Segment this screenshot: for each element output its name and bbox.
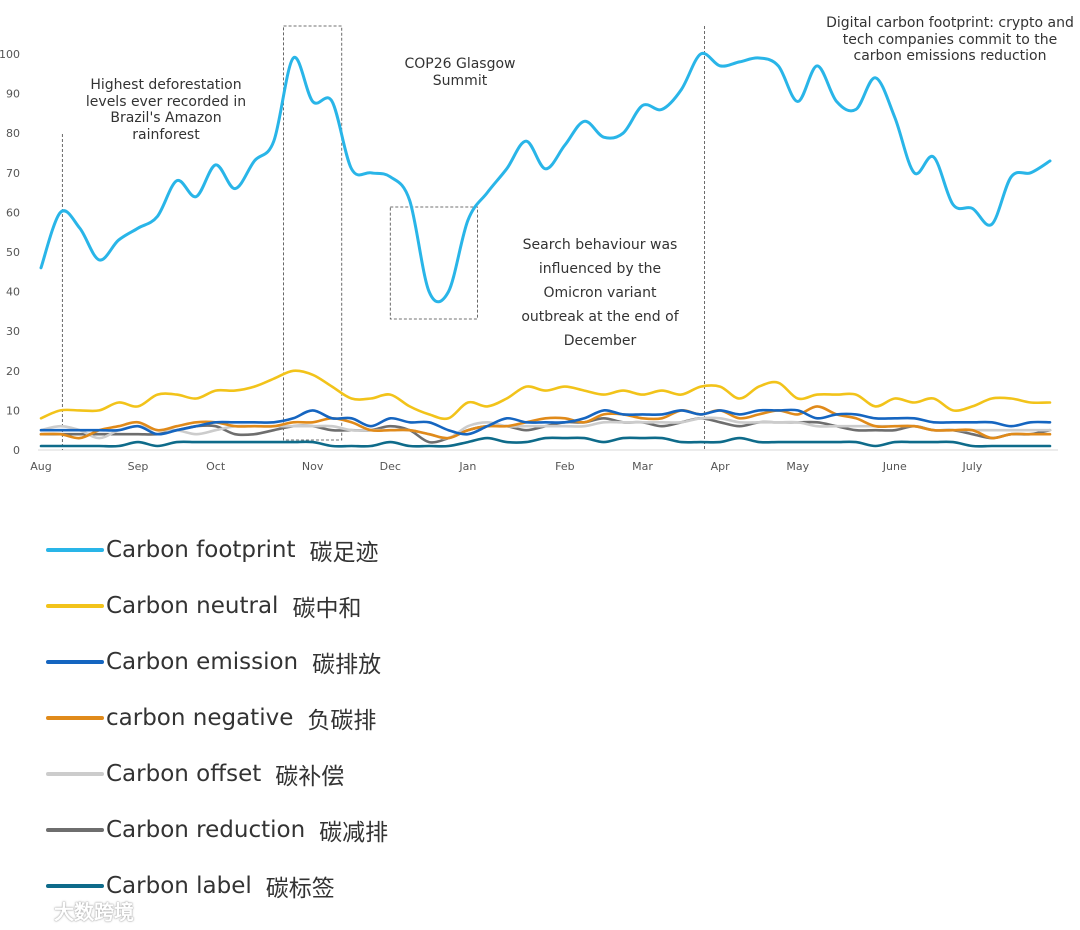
x-tick-label-apr: Apr (711, 460, 731, 473)
annotation-digital-footprint: Digital carbon footprint: crypto and tec… (826, 15, 1074, 64)
legend-item-carbon-label: Carbon label 碳标签 (46, 858, 566, 914)
x-tick-label-mar: Mar (632, 460, 653, 473)
x-tick-label-sep: Sep (128, 460, 149, 473)
y-tick-label-80: 80 (6, 127, 20, 140)
legend-item-carbon-negative: carbon negative 负碳排 (46, 690, 566, 746)
y-tick-label-90: 90 (6, 88, 20, 101)
legend-swatch (46, 772, 104, 776)
y-tick-label-10: 10 (6, 404, 20, 417)
x-tick-label-oct: Oct (206, 460, 226, 473)
watermark-logo-icon (10, 898, 48, 924)
legend-label: Carbon reduction (106, 817, 306, 843)
legend-item-carbon-footprint: Carbon footprint 碳足迹 (46, 522, 566, 578)
legend-item-carbon-emission: Carbon emission 碳排放 (46, 634, 566, 690)
x-tick-label-dec: Dec (380, 460, 401, 473)
y-tick-label-70: 70 (6, 167, 20, 180)
legend-label: Carbon neutral (106, 593, 279, 619)
y-tick-label-100: 100 (0, 48, 20, 61)
legend-item-carbon-offset: Carbon offset 碳补偿 (46, 746, 566, 802)
legend-item-carbon-neutral: Carbon neutral 碳中和 (46, 578, 566, 634)
legend-label: Carbon footprint (106, 537, 296, 563)
y-tick-label-50: 50 (6, 246, 20, 259)
legend-label-cn: 碳足迹 (309, 540, 379, 566)
x-tick-label-july: July (961, 460, 982, 473)
legend-swatch (46, 716, 104, 720)
legend-label: Carbon emission (106, 649, 299, 675)
x-tick-label-june: June (882, 460, 907, 473)
legend-swatch (46, 828, 104, 832)
legend-label-cn: 负碳排 (307, 708, 377, 734)
legend-label-cn: 碳中和 (292, 596, 362, 622)
legend-swatch (46, 884, 104, 888)
legend-swatch (46, 604, 104, 608)
annotation-deforestation: Highest deforestation levels ever record… (85, 77, 247, 143)
series-line-carbon-footprint (39, 51, 1052, 304)
series-line-carbon-emission (39, 408, 1052, 436)
legend-label: Carbon offset (106, 761, 262, 787)
x-tick-label-nov: Nov (302, 460, 324, 473)
y-tick-label-30: 30 (6, 325, 20, 338)
y-tick-label-0: 0 (13, 444, 20, 457)
legend-label-cn: 碳标签 (265, 876, 335, 902)
annotation-box-nov (283, 25, 343, 441)
x-tick-label-may: May (786, 460, 809, 473)
watermark-text: 大数跨境 (54, 900, 134, 924)
chart-legend: Carbon footprint 碳足迹 Carbon neutral 碳中和 Carb… (46, 522, 566, 914)
legend-label: carbon negative (106, 705, 294, 731)
legend-swatch (46, 660, 104, 664)
annotation-cop26: COP26 Glasgow Summit (404, 56, 516, 89)
x-tick-label-feb: Feb (555, 460, 574, 473)
series-line-carbon-label (39, 436, 1052, 448)
line-chart: 0 10 20 30 40 50 60 70 80 90 100 Aug Sep Oct Nov Dec Jan… (0, 25, 1058, 473)
annotation-omicron: Search behaviour was influenced by the O… (521, 237, 679, 349)
legend-item-carbon-reduction: Carbon reduction 碳减排 (46, 802, 566, 858)
y-tick-label-40: 40 (6, 286, 20, 299)
series-line-carbon-neutral (39, 369, 1052, 421)
legend-label-cn: 碳排放 (312, 652, 382, 678)
legend-label-cn: 碳补偿 (275, 764, 345, 790)
legend-label: Carbon label (106, 873, 252, 899)
x-tick-label-jan: Jan (458, 460, 476, 473)
watermark: 大数跨境 (10, 896, 134, 925)
legend-swatch (46, 548, 104, 552)
y-tick-label-20: 20 (6, 365, 20, 378)
legend-label-cn: 碳减排 (319, 820, 389, 846)
x-tick-label-aug: Aug (30, 460, 51, 473)
y-tick-label-60: 60 (6, 206, 20, 219)
annotation-box-dec (389, 206, 478, 320)
